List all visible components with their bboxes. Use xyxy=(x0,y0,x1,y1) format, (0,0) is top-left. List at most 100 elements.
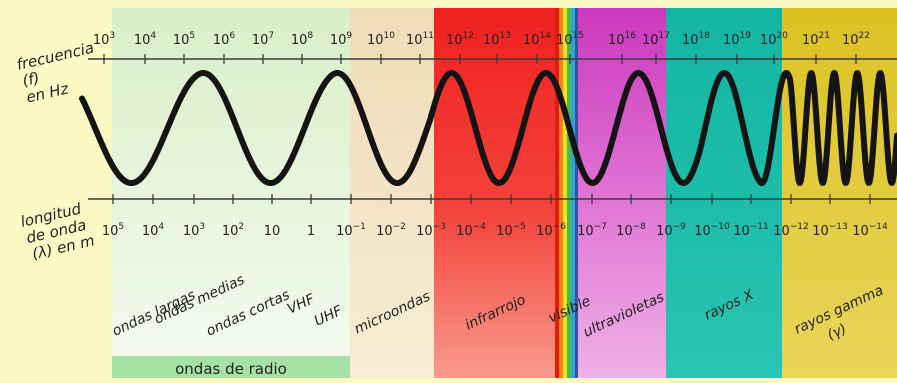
frequency-tick-label-exponent: 13 xyxy=(500,31,511,41)
wavelength-tick-label: 102 xyxy=(222,222,244,239)
frequency-tick-label: 1018 xyxy=(682,31,710,48)
wavelength-tick-label-exponent: −3 xyxy=(433,222,446,232)
frequency-tick-label-exponent: 8 xyxy=(307,31,313,41)
wavelength-tick-label-base: 10 xyxy=(694,224,711,239)
frequency-tick-label-exponent: 16 xyxy=(625,31,637,41)
wavelength-tick-label-exponent: −12 xyxy=(790,222,809,232)
infrared-region xyxy=(434,8,555,378)
wavelength-tick-label-base: 1 xyxy=(307,224,315,239)
frequency-tick-label-exponent: 15 xyxy=(573,31,584,41)
spectrum-regions xyxy=(112,8,897,378)
wavelength-tick-label: 10−14 xyxy=(852,222,888,239)
radio-region xyxy=(112,8,350,378)
frequency-tick-label-base: 10 xyxy=(406,33,423,48)
wavelength-tick-label-exponent: 3 xyxy=(199,222,205,232)
frequency-tick-label-exponent: 10 xyxy=(384,31,396,41)
frequency-tick-label: 109 xyxy=(330,31,353,48)
wavelength-tick-label-exponent: −14 xyxy=(869,222,888,232)
wavelength-tick-label: 10−4 xyxy=(456,222,486,239)
frequency-tick-label-exponent: 9 xyxy=(346,31,352,41)
frequency-tick-label-exponent: 5 xyxy=(189,31,195,41)
frequency-tick-label: 1017 xyxy=(642,31,670,48)
wavelength-tick-label: 10−7 xyxy=(577,222,607,239)
wavelength-tick-label: 10−6 xyxy=(536,222,566,239)
wavelength-tick-label-base: 10 xyxy=(456,224,473,239)
band-label-rayos-gamma-symbol: (γ) xyxy=(825,321,849,344)
frequency-tick-label-base: 10 xyxy=(842,33,859,48)
frequency-tick-label-exponent: 12 xyxy=(463,31,474,41)
frequency-tick-label-base: 10 xyxy=(760,33,777,48)
frequency-tick-label: 104 xyxy=(134,31,157,48)
wavelength-tick-label-exponent: 5 xyxy=(118,222,124,232)
frequency-tick-label-exponent: 6 xyxy=(229,31,235,41)
wavelength-tick-label-base: 10 xyxy=(376,224,393,239)
frequency-tick-label: 1011 xyxy=(406,31,434,48)
frequency-tick-label: 1016 xyxy=(608,31,636,48)
frequency-tick-label-exponent: 17 xyxy=(659,31,670,41)
wavelength-tick-label-base: 10 xyxy=(773,224,790,239)
frequency-tick-label-exponent: 7 xyxy=(268,31,274,41)
frequency-tick-label: 1021 xyxy=(802,31,830,48)
wavelength-tick-label: 10−13 xyxy=(812,222,848,239)
frequency-tick-label-exponent: 19 xyxy=(740,31,752,41)
frequency-tick-label: 1022 xyxy=(842,31,870,48)
wavelength-tick-label: 10 xyxy=(264,224,281,239)
frequency-title-line-1: frecuencia xyxy=(15,39,96,74)
frequency-tick-label-exponent: 21 xyxy=(819,31,830,41)
frequency-ticks: 103 104 105 106 107 108 109 1010 1011 1012 1013 101… xyxy=(93,31,870,64)
wavelength-tick-label-exponent: 4 xyxy=(158,222,164,232)
wavelength-tick-label-base: 10 xyxy=(812,224,829,239)
wavelength-tick-label-exponent: −6 xyxy=(553,222,567,232)
wavelength-tick-label-exponent: −13 xyxy=(829,222,848,232)
wavelength-tick-label-exponent: −11 xyxy=(750,222,769,232)
wavelength-tick-label-base: 10 xyxy=(496,224,513,239)
frequency-tick-label-base: 10 xyxy=(252,33,269,48)
frequency-tick-label: 1019 xyxy=(723,31,751,48)
wavelength-tick-label-exponent: −9 xyxy=(673,222,687,232)
wavelength-tick-label: 1 xyxy=(307,224,315,239)
frequency-tick-label: 1013 xyxy=(483,31,511,48)
group-label: ondas de radio xyxy=(175,360,287,378)
wavelength-tick-label: 105 xyxy=(102,222,124,239)
wavelength-tick-label-base: 10 xyxy=(852,224,869,239)
wavelength-tick-label-base: 10 xyxy=(264,224,281,239)
wavelength-tick-label-base: 10 xyxy=(577,224,594,239)
wavelength-tick-label-base: 10 xyxy=(142,224,159,239)
frequency-tick-label-exponent: 11 xyxy=(423,31,434,41)
frequency-tick-label: 108 xyxy=(291,31,314,48)
frequency-tick-label-exponent: 14 xyxy=(540,31,552,41)
frequency-tick-label-base: 10 xyxy=(173,33,190,48)
wavelength-tick-label-exponent: 2 xyxy=(238,222,244,232)
frequency-tick-label-base: 10 xyxy=(93,33,110,48)
wavelength-tick-label-exponent: −1 xyxy=(353,222,366,232)
wavelength-tick-label: 10−12 xyxy=(773,222,809,239)
wavelength-tick-label: 10−9 xyxy=(656,222,686,239)
axes: 103 104 105 106 107 108 109 1010 1011 1012 1013 101… xyxy=(88,31,897,239)
frequency-tick-label-exponent: 18 xyxy=(699,31,711,41)
wavelength-tick-label-base: 10 xyxy=(336,224,353,239)
frequency-tick-label-base: 10 xyxy=(723,33,740,48)
wave-curve xyxy=(79,70,897,186)
frequency-tick-label-base: 10 xyxy=(134,33,151,48)
frequency-title-line-2: (f) xyxy=(21,69,42,90)
wavelength-tick-label-base: 10 xyxy=(656,224,673,239)
wavelength-tick-label-base: 10 xyxy=(616,224,633,239)
frequency-tick-label-base: 10 xyxy=(213,33,230,48)
frequency-tick-label: 103 xyxy=(93,31,115,48)
frequency-tick-label: 1014 xyxy=(523,31,551,48)
visible-region xyxy=(555,8,578,378)
wavelength-tick-label: 10−1 xyxy=(336,222,366,239)
wavelength-tick-label: 10−3 xyxy=(416,222,446,239)
wavelength-tick-label: 10−2 xyxy=(376,222,406,239)
wavelength-tick-label: 10−8 xyxy=(616,222,646,239)
wavelength-tick-label-base: 10 xyxy=(183,224,200,239)
frequency-tick-label-exponent: 4 xyxy=(150,31,156,41)
wavelength-tick-label-exponent: −4 xyxy=(473,222,487,232)
gamma-region xyxy=(782,8,897,378)
frequency-tick-label: 1020 xyxy=(760,31,788,48)
frequency-tick-label: 105 xyxy=(173,31,195,48)
frequency-axis-title: frecuencia (f) en Hz xyxy=(15,39,96,107)
wavelength-tick-label-exponent: −5 xyxy=(513,222,526,232)
frequency-tick-label: 107 xyxy=(252,31,274,48)
